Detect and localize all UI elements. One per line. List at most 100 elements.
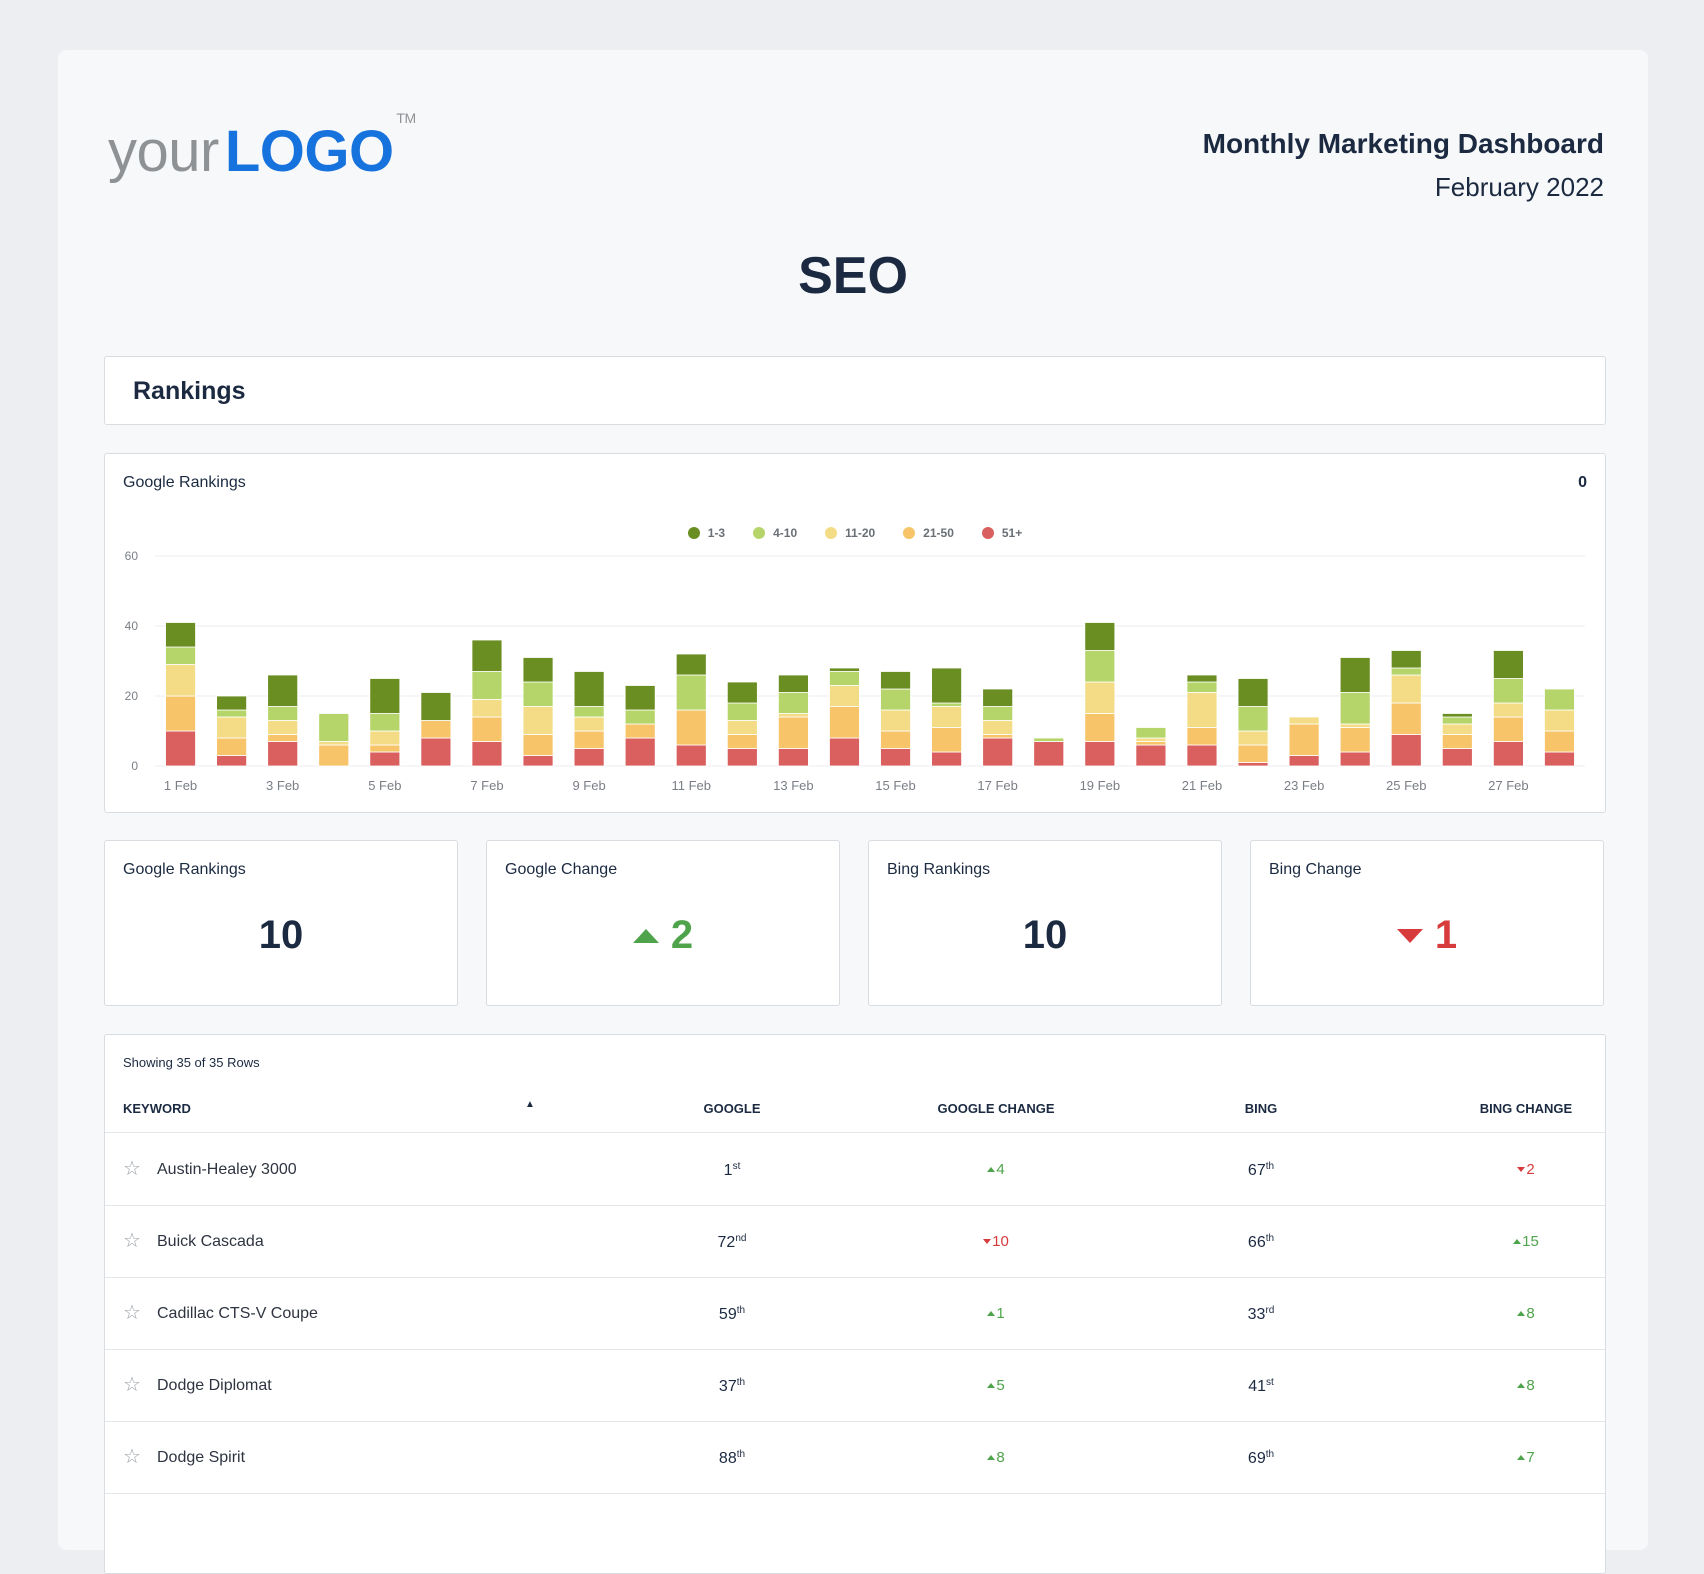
arrow-up-icon <box>632 928 659 943</box>
bar-segment <box>1288 755 1320 767</box>
stat-label: Google Change <box>505 861 618 878</box>
report-title: Monthly Marketing Dashboard <box>1202 128 1604 159</box>
legend-item[interactable]: 4-10 <box>753 526 797 540</box>
bar-segment <box>216 695 248 711</box>
x-tick-label: 7 Feb <box>470 778 503 793</box>
arrow-up-icon <box>1513 1239 1522 1244</box>
stat-value: 2 <box>487 913 839 958</box>
sort-ascending-icon[interactable]: ▲ <box>525 1099 535 1110</box>
bar-segment <box>1237 762 1269 767</box>
star-icon[interactable]: ☆ <box>123 1374 141 1396</box>
legend-swatch <box>825 527 838 539</box>
bar-segment <box>829 706 860 739</box>
y-tick-label: 40 <box>125 619 139 633</box>
keyword-cell: Buick Cascada <box>157 1233 264 1250</box>
bing-change-cell: 8 <box>1426 1377 1626 1394</box>
bar-segment <box>1441 748 1473 767</box>
legend-item[interactable]: 11-20 <box>825 526 875 540</box>
bar-segment <box>1237 706 1269 732</box>
bar-segment <box>267 720 299 735</box>
star-icon[interactable]: ☆ <box>123 1446 141 1468</box>
company-logo: your LOGO TM <box>108 110 416 185</box>
star-icon[interactable]: ☆ <box>123 1158 141 1180</box>
arrow-down-icon <box>1396 928 1423 943</box>
arrow-down-icon <box>983 1239 992 1244</box>
bar-segment <box>471 716 503 742</box>
legend-swatch <box>753 527 766 539</box>
bar-segment <box>1339 727 1371 753</box>
bar-segment <box>777 713 809 718</box>
bar-segment <box>1135 737 1167 742</box>
bar-segment <box>1084 681 1116 714</box>
x-tick-label: 13 Feb <box>773 778 813 793</box>
legend-swatch <box>981 527 994 539</box>
bar-segment <box>982 688 1014 707</box>
logo-your-text: your <box>108 119 219 184</box>
bar-segment <box>369 678 401 714</box>
table-row[interactable]: ☆ Buick Cascada 72nd 10 66th 15 <box>105 1206 1605 1278</box>
google-rank-cell: 72nd <box>717 1233 747 1251</box>
keyword-cell: Austin-Healey 3000 <box>157 1161 297 1178</box>
bar-segment <box>216 709 248 718</box>
bing-rank-cell: 33rd <box>1247 1305 1275 1323</box>
bar-segment <box>931 702 963 707</box>
column-header-google[interactable]: GOOGLE <box>703 1101 761 1116</box>
arrow-up-icon <box>1517 1311 1526 1316</box>
bar-segment <box>624 709 656 725</box>
bar-segment <box>1084 741 1116 767</box>
legend-item[interactable]: 1-3 <box>687 526 725 540</box>
arrow-up-icon <box>1517 1383 1526 1388</box>
bar-segment <box>1544 709 1575 732</box>
arrow-up-icon <box>987 1455 996 1460</box>
star-icon[interactable]: ☆ <box>123 1302 141 1324</box>
bar-segment <box>573 671 605 707</box>
bar-segment <box>1186 681 1218 693</box>
bar-segment <box>675 653 707 676</box>
table-row[interactable]: ☆ Dodge Diplomat 37th 5 41st 8 <box>105 1350 1605 1422</box>
bar-segment <box>1441 723 1473 735</box>
logo-trademark: TM <box>396 110 416 126</box>
bing-change-cell: 2 <box>1426 1161 1626 1178</box>
google-rank-cell: 59th <box>718 1305 746 1323</box>
bing-rank-cell: 67th <box>1247 1161 1275 1179</box>
x-tick-label: 19 Feb <box>1080 778 1120 793</box>
section-title: SEO <box>798 247 908 305</box>
table-row[interactable]: ☆ Austin-Healey 3000 1st 4 67th 2 <box>105 1134 1605 1206</box>
table-row[interactable]: ☆ Cadillac CTS-V Coupe 59th 1 33rd 8 <box>105 1278 1605 1350</box>
bar-segment <box>1135 727 1167 739</box>
bar-segment <box>1492 716 1524 742</box>
google-rankings-chart: 0 20 40 60 1 Feb 3 Feb 5 Feb 7 Feb 9 Feb 11 Feb 13… <box>125 549 1585 793</box>
bar-segment <box>880 709 911 732</box>
bar-segment <box>777 748 809 767</box>
x-tick-label: 27 Feb <box>1488 778 1528 793</box>
legend-item[interactable]: 21-50 <box>903 526 954 540</box>
bar-segment <box>1492 702 1524 718</box>
bar-segment <box>880 748 911 767</box>
column-header-google-change[interactable]: GOOGLE CHANGE <box>937 1101 1055 1116</box>
bar-segment <box>931 751 963 767</box>
column-header-bing[interactable]: BING <box>1244 1101 1278 1116</box>
legend-swatch <box>903 527 916 539</box>
star-icon[interactable]: ☆ <box>123 1230 141 1252</box>
bar-segment <box>1390 734 1422 767</box>
bar-segment <box>1390 667 1422 676</box>
bar-segment <box>420 720 452 739</box>
column-header-bing-change[interactable]: BING CHANGE <box>1479 1101 1573 1116</box>
table-row[interactable]: ☆ Dodge Spirit 88th 8 69th 7 <box>105 1422 1605 1494</box>
bar-segment <box>624 685 656 711</box>
legend-item[interactable]: 51+ <box>981 526 1022 540</box>
rows-count-info: Showing 35 of 35 Rows <box>123 1055 260 1070</box>
bing-change-cell: 7 <box>1426 1449 1626 1466</box>
bar-segment <box>829 737 860 767</box>
bar-segment <box>829 685 860 707</box>
bar-segment <box>165 622 196 648</box>
bar-segment <box>982 737 1014 767</box>
bar-segment <box>726 702 758 721</box>
bar-segment <box>1441 716 1473 725</box>
y-tick-label: 60 <box>125 549 139 563</box>
x-tick-label: 17 Feb <box>977 778 1017 793</box>
bar-segment <box>1135 741 1167 746</box>
column-header-keyword[interactable]: KEYWORD <box>123 1101 191 1116</box>
bar-segment <box>1033 741 1065 767</box>
rankings-header: Rankings <box>104 356 1606 425</box>
